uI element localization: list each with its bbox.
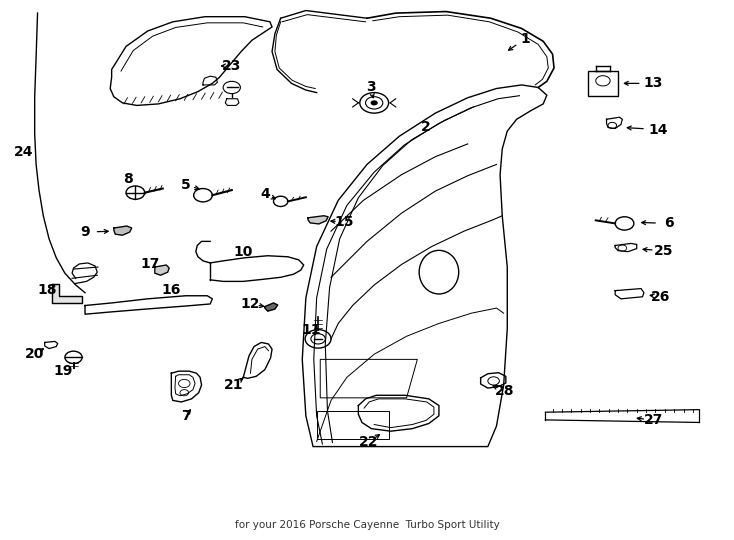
Text: 6: 6 xyxy=(664,217,674,231)
Text: 11: 11 xyxy=(301,322,321,336)
Polygon shape xyxy=(52,284,82,303)
Text: 28: 28 xyxy=(495,384,515,398)
Polygon shape xyxy=(265,303,277,311)
Polygon shape xyxy=(308,215,328,224)
Text: 26: 26 xyxy=(651,290,670,304)
Text: 19: 19 xyxy=(54,363,73,377)
Text: 17: 17 xyxy=(140,258,159,272)
Text: 9: 9 xyxy=(80,225,90,239)
Text: 3: 3 xyxy=(366,80,375,94)
Text: 8: 8 xyxy=(123,172,133,186)
Text: 25: 25 xyxy=(653,244,673,258)
Text: 2: 2 xyxy=(421,120,431,134)
Text: 7: 7 xyxy=(181,409,191,423)
Text: 16: 16 xyxy=(161,283,181,297)
Text: 21: 21 xyxy=(224,378,244,392)
Text: 24: 24 xyxy=(13,145,33,159)
Circle shape xyxy=(371,100,378,105)
Text: 15: 15 xyxy=(334,215,354,229)
Polygon shape xyxy=(114,226,132,235)
Text: 1: 1 xyxy=(520,32,530,46)
Text: 5: 5 xyxy=(181,178,191,192)
Text: 22: 22 xyxy=(359,435,378,449)
Text: 13: 13 xyxy=(644,76,663,90)
Text: 18: 18 xyxy=(37,283,57,297)
Text: 12: 12 xyxy=(241,297,261,311)
Text: 20: 20 xyxy=(25,347,44,361)
Text: 4: 4 xyxy=(260,187,269,201)
Text: 23: 23 xyxy=(222,59,241,73)
Text: 14: 14 xyxy=(649,123,668,137)
Polygon shape xyxy=(155,265,169,275)
Text: 10: 10 xyxy=(233,245,253,259)
Text: 27: 27 xyxy=(644,413,663,427)
Bar xyxy=(588,71,618,96)
Text: for your 2016 Porsche Cayenne  Turbo Sport Utility: for your 2016 Porsche Cayenne Turbo Spor… xyxy=(235,520,499,530)
